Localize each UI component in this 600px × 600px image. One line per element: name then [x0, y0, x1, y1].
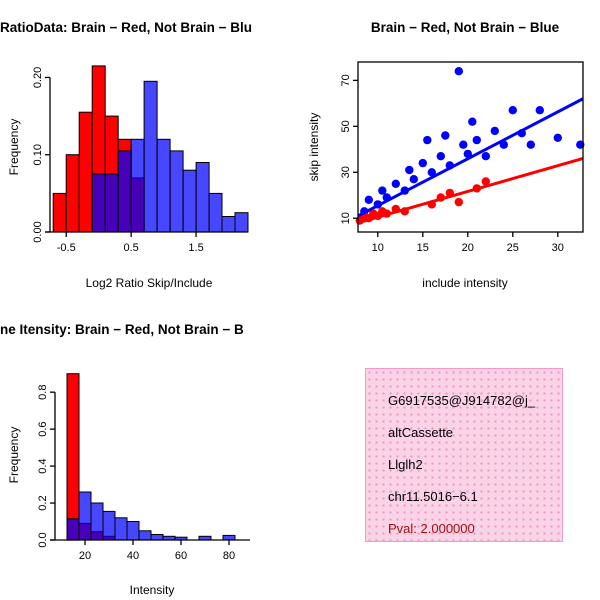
svg-text:0.0: 0.0	[37, 532, 49, 547]
intensity-scatter-title: Brain − Red, Not Brain − Blue	[370, 20, 560, 35]
svg-text:1.5: 1.5	[188, 242, 203, 254]
pval-text: Pval: 2.000000	[388, 521, 475, 536]
gene-intensity-histogram-xlabel: Intensity	[129, 583, 175, 597]
svg-text:60: 60	[175, 550, 187, 562]
svg-text:80: 80	[223, 550, 235, 562]
svg-text:70: 70	[340, 74, 352, 86]
svg-text:0.5: 0.5	[123, 242, 138, 254]
svg-text:0.6: 0.6	[37, 421, 49, 436]
gene-intensity-histogram-panel: ne Itensity: Brain − Red, Not Brain − B …	[0, 300, 300, 600]
svg-text:0.2: 0.2	[37, 495, 49, 510]
intensity-scatter-panel: Brain − Red, Not Brain − Blue skip inten…	[300, 0, 600, 300]
event-type-text: altCassette	[388, 425, 454, 440]
svg-text:-0.5: -0.5	[57, 242, 76, 254]
svg-text:15: 15	[417, 242, 429, 254]
svg-text:20: 20	[79, 550, 91, 562]
svg-text:40: 40	[127, 550, 139, 562]
svg-text:0.20: 0.20	[32, 67, 44, 88]
event-id-text: G6917535@J914782@j_	[388, 393, 536, 408]
genome-location-text: chr11.5016−6.1	[388, 489, 478, 504]
svg-text:0.8: 0.8	[37, 385, 49, 400]
ratio-histogram-title: RatioData: Brain − Red, Not Brain − Blu	[0, 20, 253, 35]
svg-text:50: 50	[340, 120, 352, 132]
intensity-scatter-xlabel: include intensity	[422, 276, 508, 290]
svg-text:10: 10	[372, 242, 384, 254]
svg-text:0.10: 0.10	[32, 144, 44, 165]
svg-text:25: 25	[507, 242, 519, 254]
svg-text:0.4: 0.4	[37, 458, 49, 473]
svg-text:30: 30	[340, 166, 352, 178]
svg-text:30: 30	[552, 242, 564, 254]
gene-intensity-histogram-plot: 20 40 60 80 0.0 0.2 0.4 0.6 0.8	[37, 373, 250, 562]
event-info-box: G6917535@J914782@j_ altCassette Llglh2 c…	[365, 368, 563, 542]
ratio-histogram-plot: -0.5 0.5 1.5 0.00 0.10 0.20	[32, 65, 249, 254]
ratio-histogram-xlabel: Log2 Ratio Skip/Include	[85, 276, 213, 290]
gene-name-text: Llglh2	[388, 457, 423, 472]
svg-text:20: 20	[462, 242, 474, 254]
ratio-histogram-panel: RatioData: Brain − Red, Not Brain − Blu …	[0, 0, 300, 300]
event-info-panel: G6917535@J914782@j_ altCassette Llglh2 c…	[300, 300, 600, 600]
svg-text:0.00: 0.00	[32, 221, 44, 242]
gene-intensity-histogram-title: ne Itensity: Brain − Red, Not Brain − B	[0, 322, 244, 337]
svg-text:10: 10	[340, 212, 352, 224]
intensity-scatter-plot: 10 15 20 25 30 10 30 50 70	[340, 61, 585, 254]
